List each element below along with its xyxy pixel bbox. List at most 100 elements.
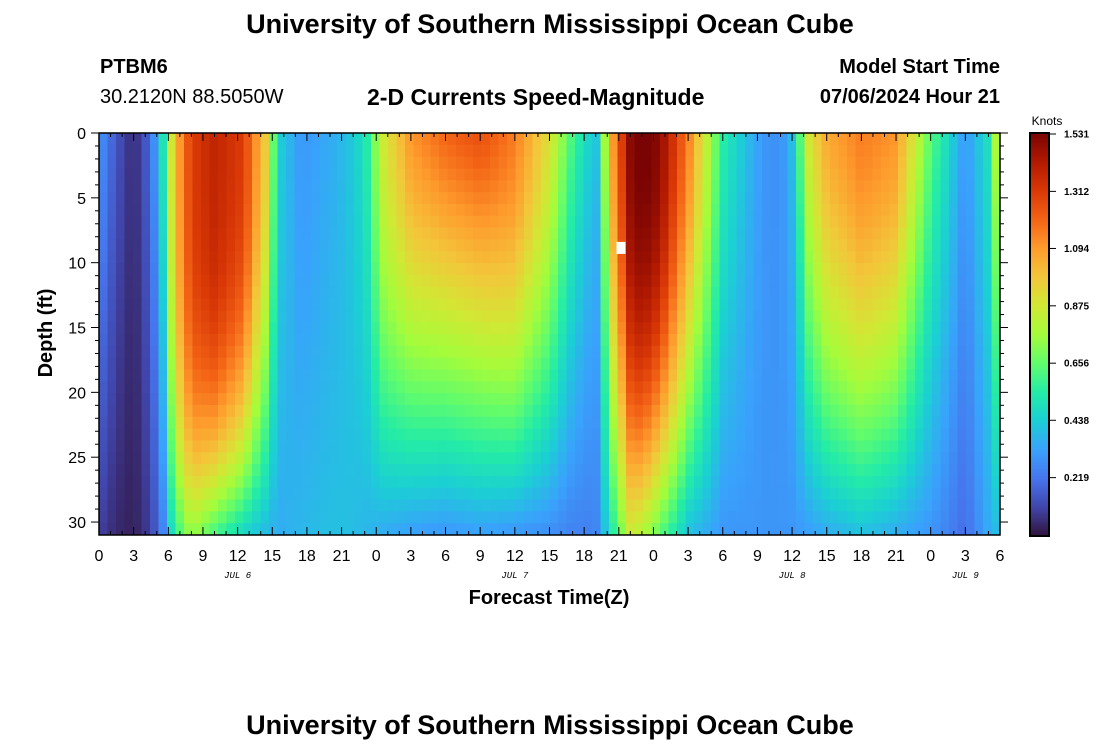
- heatmap-cell: [354, 251, 364, 264]
- heatmap-cell: [303, 464, 313, 477]
- heatmap-cell: [473, 357, 483, 371]
- heatmap-cell: [388, 274, 398, 288]
- heatmap-cell: [286, 523, 296, 535]
- heatmap-cell: [660, 511, 670, 524]
- heatmap-cell: [966, 192, 976, 205]
- heatmap-cell: [413, 334, 423, 347]
- heatmap-cell: [303, 168, 313, 181]
- heatmap-cell: [821, 511, 831, 524]
- heatmap-cell: [847, 428, 857, 442]
- heatmap-cell: [124, 464, 134, 477]
- heatmap-cell: [736, 464, 746, 477]
- heatmap-cell: [974, 345, 984, 359]
- heatmap-cell: [430, 251, 440, 264]
- heatmap-cell: [872, 452, 882, 465]
- heatmap-cell: [116, 180, 126, 193]
- heatmap-cell: [600, 452, 610, 465]
- heatmap-cell: [473, 381, 483, 394]
- heatmap-cell: [303, 274, 313, 288]
- heatmap-cell: [388, 310, 398, 323]
- heatmap-cell: [626, 334, 636, 347]
- heatmap-cell: [813, 274, 823, 288]
- heatmap-cell: [660, 452, 670, 465]
- heatmap-cell: [439, 298, 449, 311]
- heatmap-cell: [915, 523, 925, 535]
- heatmap-cell: [158, 381, 168, 394]
- heatmap-cell: [881, 487, 891, 501]
- heatmap-cell: [507, 180, 517, 193]
- heatmap-cell: [260, 263, 270, 276]
- heatmap-cell: [711, 452, 721, 465]
- heatmap-cell: [677, 464, 687, 477]
- heatmap-cell: [923, 251, 933, 264]
- colorbar-units: Knots: [1032, 114, 1063, 128]
- heatmap-cell: [600, 310, 610, 323]
- heatmap-cell: [762, 263, 772, 276]
- heatmap-cell: [660, 322, 670, 335]
- heatmap-cell: [898, 369, 908, 382]
- heatmap-cell: [456, 440, 466, 453]
- heatmap-cell: [447, 298, 457, 311]
- heatmap-cell: [634, 428, 644, 442]
- heatmap-cell: [583, 393, 593, 406]
- heatmap-cell: [209, 322, 219, 335]
- heatmap-cell: [362, 440, 372, 453]
- heatmap-cell: [804, 227, 814, 241]
- heatmap-cell: [855, 263, 865, 276]
- heatmap-cell: [141, 487, 151, 501]
- heatmap-cell: [923, 499, 933, 512]
- heatmap-cell: [745, 475, 755, 489]
- heatmap-cell: [779, 334, 789, 347]
- heatmap-cell: [124, 203, 134, 217]
- heatmap-cell: [218, 393, 228, 406]
- heatmap-cell: [957, 345, 967, 359]
- heatmap-cell: [371, 428, 381, 442]
- heatmap-cell: [677, 286, 687, 300]
- heatmap-cell: [898, 251, 908, 264]
- heatmap-cell: [609, 263, 619, 276]
- heatmap-cell: [991, 322, 1000, 335]
- heatmap-cell: [184, 227, 194, 241]
- heatmap-cell: [328, 239, 338, 252]
- heatmap-cell: [702, 393, 712, 406]
- heatmap-cell: [328, 156, 338, 170]
- heatmap-cell: [328, 144, 338, 158]
- heatmap-cell: [328, 487, 338, 501]
- heatmap-cell: [430, 298, 440, 311]
- heatmap-cell: [507, 144, 517, 158]
- heatmap-cell: [218, 475, 228, 489]
- heatmap-cell: [702, 381, 712, 394]
- heatmap-cell: [600, 144, 610, 158]
- heatmap-cell: [821, 263, 831, 276]
- heatmap-cell: [558, 227, 568, 241]
- heatmap-cell: [745, 416, 755, 430]
- heatmap-cell: [320, 523, 330, 535]
- heatmap-cell: [413, 475, 423, 489]
- heatmap-cell: [966, 215, 976, 229]
- heatmap-cell: [396, 345, 406, 359]
- heatmap-cell: [719, 475, 729, 489]
- heatmap-cell: [770, 168, 780, 181]
- heatmap-cell: [507, 487, 517, 501]
- heatmap-cell: [107, 357, 117, 371]
- heatmap-cell: [532, 144, 542, 158]
- heatmap-cell: [668, 310, 678, 323]
- heatmap-cell: [838, 523, 848, 535]
- heatmap-cell: [447, 251, 457, 264]
- heatmap-cell: [906, 239, 916, 252]
- heatmap-cell: [583, 440, 593, 453]
- heatmap-cell: [294, 168, 304, 181]
- heatmap-cell: [779, 404, 789, 418]
- heatmap-cell: [983, 215, 993, 229]
- heatmap-cell: [660, 168, 670, 181]
- heatmap-cell: [107, 227, 117, 241]
- heatmap-cell: [354, 452, 364, 465]
- heatmap-cell: [651, 345, 661, 359]
- heatmap-cell: [303, 298, 313, 311]
- heatmap-cell: [558, 523, 568, 535]
- heatmap-cell: [124, 440, 134, 453]
- heatmap-cell: [940, 239, 950, 252]
- heatmap-cell: [337, 416, 347, 430]
- heatmap-cell: [974, 251, 984, 264]
- heatmap-cell: [677, 203, 687, 217]
